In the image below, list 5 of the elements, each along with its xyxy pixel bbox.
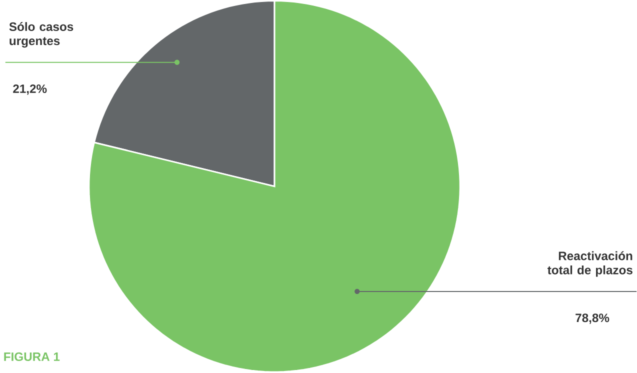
slice-label: Reactivación total de plazos	[548, 251, 632, 277]
data-label: 21,2%	[13, 84, 47, 95]
data-label: 78,8%	[576, 314, 610, 324]
text: FIGURA 1	[4, 352, 60, 362]
slice-label: Sólo casos urgentes	[9, 22, 74, 48]
